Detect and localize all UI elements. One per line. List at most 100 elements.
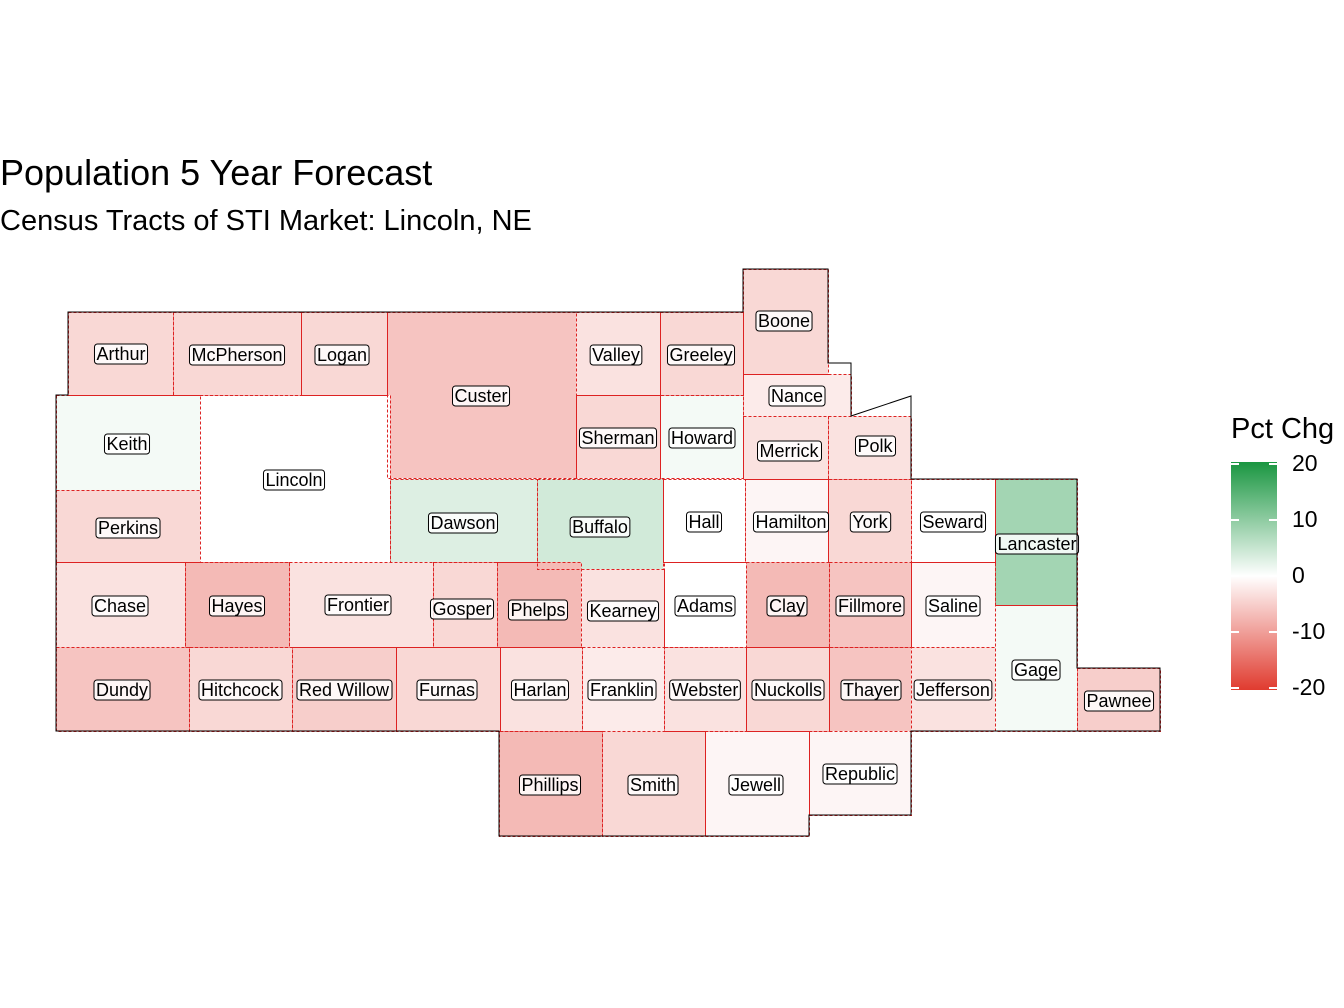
county-label-buffalo: Buffalo: [569, 516, 631, 538]
county-label-box: [854, 435, 897, 457]
county-label-webster: Webster: [669, 679, 741, 701]
county-label-box: [518, 774, 582, 796]
county-label-text: Arthur: [96, 344, 145, 364]
county-label-sherman: Sherman: [578, 427, 658, 449]
county-label-box: [755, 310, 813, 332]
county-label-hitchcock: Hitchcock: [198, 679, 283, 701]
county-label-box: [751, 679, 825, 701]
county-label-text: Perkins: [98, 518, 158, 538]
county-label-mcpherson: McPherson: [188, 344, 286, 366]
county-label-clay: Clay: [766, 595, 808, 617]
county-label-text: Jefferson: [916, 680, 990, 700]
county-label-frontier: Frontier: [324, 594, 392, 616]
county-label-box: [93, 679, 151, 701]
market-boundary: [55, 268, 1161, 837]
county-label-greeley: Greeley: [666, 344, 736, 366]
county-label-jefferson: Jefferson: [913, 679, 993, 701]
county-label-box: [507, 599, 569, 621]
county-label-nuckolls: Nuckolls: [751, 679, 825, 701]
county-label-text: Boone: [758, 311, 810, 331]
legend-tick-mark: [1231, 631, 1239, 633]
county-label-lancaster: Lancaster: [994, 533, 1080, 555]
county-label-box: [835, 595, 905, 617]
county-label-merrick: Merrick: [757, 440, 822, 462]
county-label-box: [324, 594, 392, 616]
county-label-text: Phillips: [521, 775, 578, 795]
county-label-box: [198, 679, 283, 701]
county-label-box: [262, 469, 326, 491]
county-label-box: [752, 511, 830, 533]
county-label-box: [685, 511, 723, 533]
county-label-chase: Chase: [91, 595, 149, 617]
legend-tick-mark: [1231, 687, 1239, 689]
map-title: Population 5 Year Forecast: [0, 152, 433, 193]
legend-tick-mark: [1231, 575, 1239, 577]
county-label-jewell: Jewell: [728, 774, 784, 796]
county-label-thayer: Thayer: [840, 679, 902, 701]
county-label-hayes: Hayes: [208, 595, 266, 617]
county-label-text: Clay: [769, 596, 805, 616]
county-label-box: [95, 517, 161, 539]
legend-tick-mark: [1269, 463, 1277, 465]
county-label-box: [757, 440, 822, 462]
legend-tick-mark: [1231, 463, 1239, 465]
county-label-gage: Gage: [1011, 659, 1061, 681]
county-label-box: [666, 344, 736, 366]
county-label-box: [578, 427, 658, 449]
county-label-box: [208, 595, 266, 617]
county-label-text: Furnas: [419, 680, 475, 700]
county-label-smith: Smith: [627, 774, 679, 796]
county-label-polk: Polk: [854, 435, 897, 457]
county-label-box: [416, 679, 478, 701]
county-label-box: [913, 679, 993, 701]
county-label-dundy: Dundy: [93, 679, 151, 701]
county-label-gosper: Gosper: [429, 598, 495, 620]
county-label-text: Kearney: [589, 601, 656, 621]
county-label-kearney: Kearney: [586, 600, 660, 622]
county-label-text: Buffalo: [572, 517, 628, 537]
county-label-text: Lancaster: [997, 534, 1076, 554]
county-label-box: [427, 512, 499, 534]
legend-tick-label: -10: [1292, 618, 1326, 644]
county-label-text: Republic: [825, 764, 895, 784]
county-label-text: Lincoln: [265, 470, 322, 490]
map-subtitle: Census Tracts of STI Market: Lincoln, NE: [0, 205, 532, 237]
county-label-text: Sherman: [581, 428, 654, 448]
county-label-box: [569, 516, 631, 538]
county-label-arthur: Arthur: [93, 343, 149, 365]
county-label-text: York: [852, 512, 888, 532]
county-label-red-willow: Red Willow: [296, 679, 393, 701]
county-label-nance: Nance: [768, 385, 826, 407]
county-label-text: Webster: [672, 680, 739, 700]
county-label-box: [925, 595, 981, 617]
county-label-franklin: Franklin: [587, 679, 657, 701]
county-label-box: [429, 598, 495, 620]
county-label-box: [314, 344, 370, 366]
legend-title: Pct Chg: [1231, 413, 1335, 445]
county-label-text: Custer: [454, 386, 507, 406]
county-label-box: [188, 344, 286, 366]
county-label-hamilton: Hamilton: [752, 511, 830, 533]
county-label-box: [103, 433, 151, 455]
county-label-text: Keith: [106, 434, 147, 454]
county-border-howard: [660, 395, 744, 479]
county-label-box: [589, 344, 643, 366]
county-label-text: Smith: [630, 775, 676, 795]
county-label-text: Dawson: [430, 513, 495, 533]
county-label-text: Howard: [671, 428, 733, 448]
county-label-box: [1011, 659, 1061, 681]
legend-tick-mark: [1269, 631, 1277, 633]
legend-tick-mark: [1269, 519, 1277, 521]
county-label-text: Hamilton: [755, 512, 826, 532]
county-label-text: Dundy: [96, 680, 148, 700]
county-label-box: [91, 595, 149, 617]
county-label-text: Logan: [317, 345, 367, 365]
county-label-adams: Adams: [674, 595, 736, 617]
county-label-text: Harlan: [513, 680, 566, 700]
county-label-box: [451, 385, 511, 407]
county-label-howard: Howard: [668, 427, 736, 449]
county-label-box: [728, 774, 784, 796]
county-label-box: [510, 679, 570, 701]
county-border-phillips: [499, 731, 603, 837]
